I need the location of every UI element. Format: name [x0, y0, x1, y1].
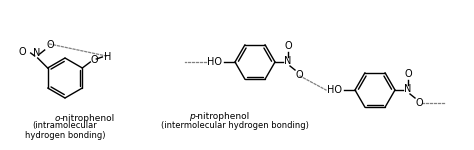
Text: -nitrophenol: -nitrophenol [60, 114, 115, 123]
Text: O: O [295, 70, 303, 80]
Text: O: O [19, 47, 27, 57]
Text: HO: HO [328, 85, 343, 95]
Text: O: O [91, 55, 98, 65]
Text: N: N [33, 48, 40, 58]
Text: -nitrophenol: -nitrophenol [195, 112, 250, 121]
Text: (intramolecular
hydrogen bonding): (intramolecular hydrogen bonding) [25, 121, 105, 140]
Text: (intermolecular hydrogen bonding): (intermolecular hydrogen bonding) [161, 121, 309, 130]
Text: O: O [415, 98, 423, 108]
Text: O: O [404, 69, 412, 79]
Text: N: N [284, 56, 292, 66]
Text: p: p [189, 112, 195, 121]
Text: HO: HO [208, 57, 222, 67]
Text: N: N [404, 84, 412, 94]
Text: O: O [47, 40, 55, 50]
Text: O: O [284, 41, 292, 51]
Text: H: H [104, 52, 111, 62]
Text: o: o [55, 114, 60, 123]
